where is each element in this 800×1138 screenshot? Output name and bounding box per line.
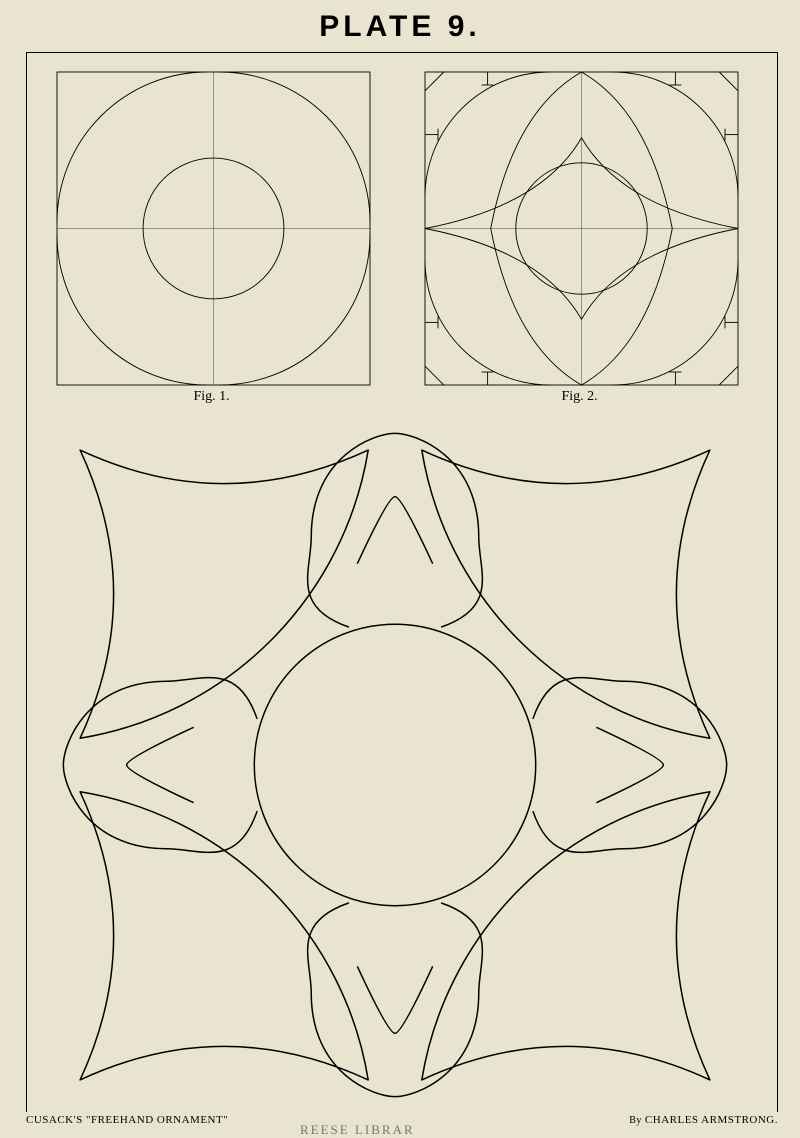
fig2-label: Fig. 2. xyxy=(562,389,598,405)
library-stamp: REESE LIBRAR xyxy=(300,1122,415,1138)
footer-left: CUSACK'S "FREEHAND ORNAMENT" xyxy=(26,1114,228,1126)
footer-right: By CHARLES ARMSTRONG. xyxy=(629,1114,778,1126)
fig1-label: Fig. 1. xyxy=(194,389,230,405)
page: PLATE 9. Fig. 1. Fig. 2. CUSACK'S "FREEH… xyxy=(0,0,800,1138)
footer-author: CHARLES ARMSTRONG. xyxy=(645,1114,778,1126)
footer-by: By xyxy=(629,1115,645,1126)
diagram-svg xyxy=(0,0,800,1138)
